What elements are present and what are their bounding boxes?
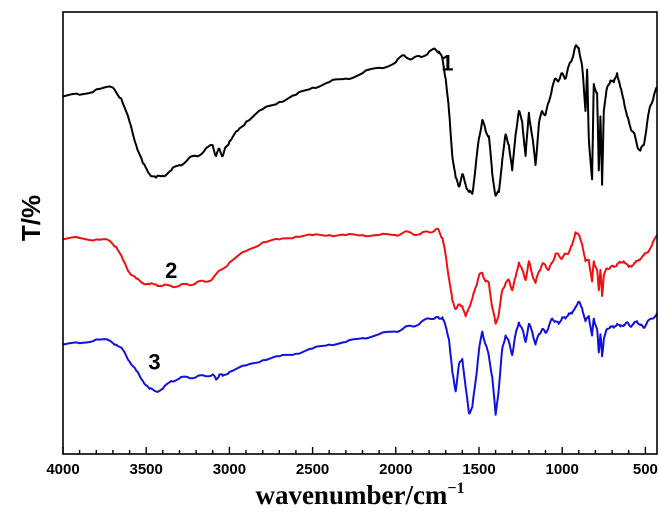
x-axis-label-superscript: −1: [447, 480, 464, 497]
x-tick-label: 2000: [379, 461, 412, 478]
x-axis-label-main: wavenumber/cm: [255, 480, 447, 510]
x-tick-label: 1500: [462, 461, 495, 478]
plot-frame: [62, 11, 658, 455]
series-line-1: [62, 44, 658, 197]
x-tick-label: 1000: [546, 461, 579, 478]
series-line-2: [62, 227, 658, 325]
x-axis-label: wavenumber/cm−1: [255, 480, 464, 510]
x-tick-label: 4000: [46, 461, 79, 478]
x-tick-label: 3500: [130, 461, 163, 478]
x-tick-label: 2500: [296, 461, 329, 478]
series-label-1: 1: [441, 50, 453, 75]
x-tick-label: 500: [633, 461, 658, 478]
x-tick-label: 3000: [213, 461, 246, 478]
series-line-3: [62, 300, 658, 416]
y-axis-label: T/%: [16, 195, 46, 241]
series-label-2: 2: [165, 258, 177, 283]
series-labels: 1 2 3: [148, 50, 453, 374]
series-layer: [62, 44, 658, 416]
series-label-3: 3: [148, 350, 160, 375]
x-axis-ticks: 4000 3500 3000 2500 2000 1500 1000 500: [46, 447, 658, 478]
